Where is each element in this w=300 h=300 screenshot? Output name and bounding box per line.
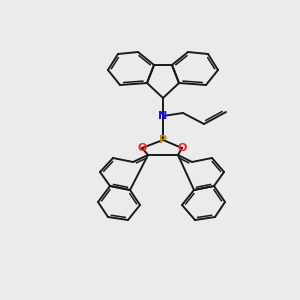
Text: O: O [137, 143, 147, 153]
Text: N: N [158, 111, 168, 121]
Text: P: P [159, 135, 167, 145]
Text: O: O [177, 143, 187, 153]
